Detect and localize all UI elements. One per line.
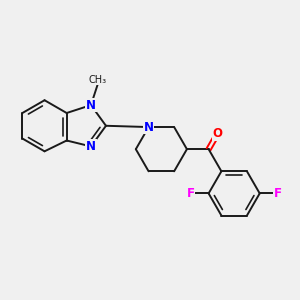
Text: F: F bbox=[187, 187, 195, 200]
Text: O: O bbox=[213, 127, 223, 140]
Text: N: N bbox=[86, 140, 96, 153]
Text: N: N bbox=[144, 121, 154, 134]
Text: CH₃: CH₃ bbox=[88, 75, 107, 85]
Text: F: F bbox=[274, 187, 282, 200]
Text: N: N bbox=[86, 99, 96, 112]
